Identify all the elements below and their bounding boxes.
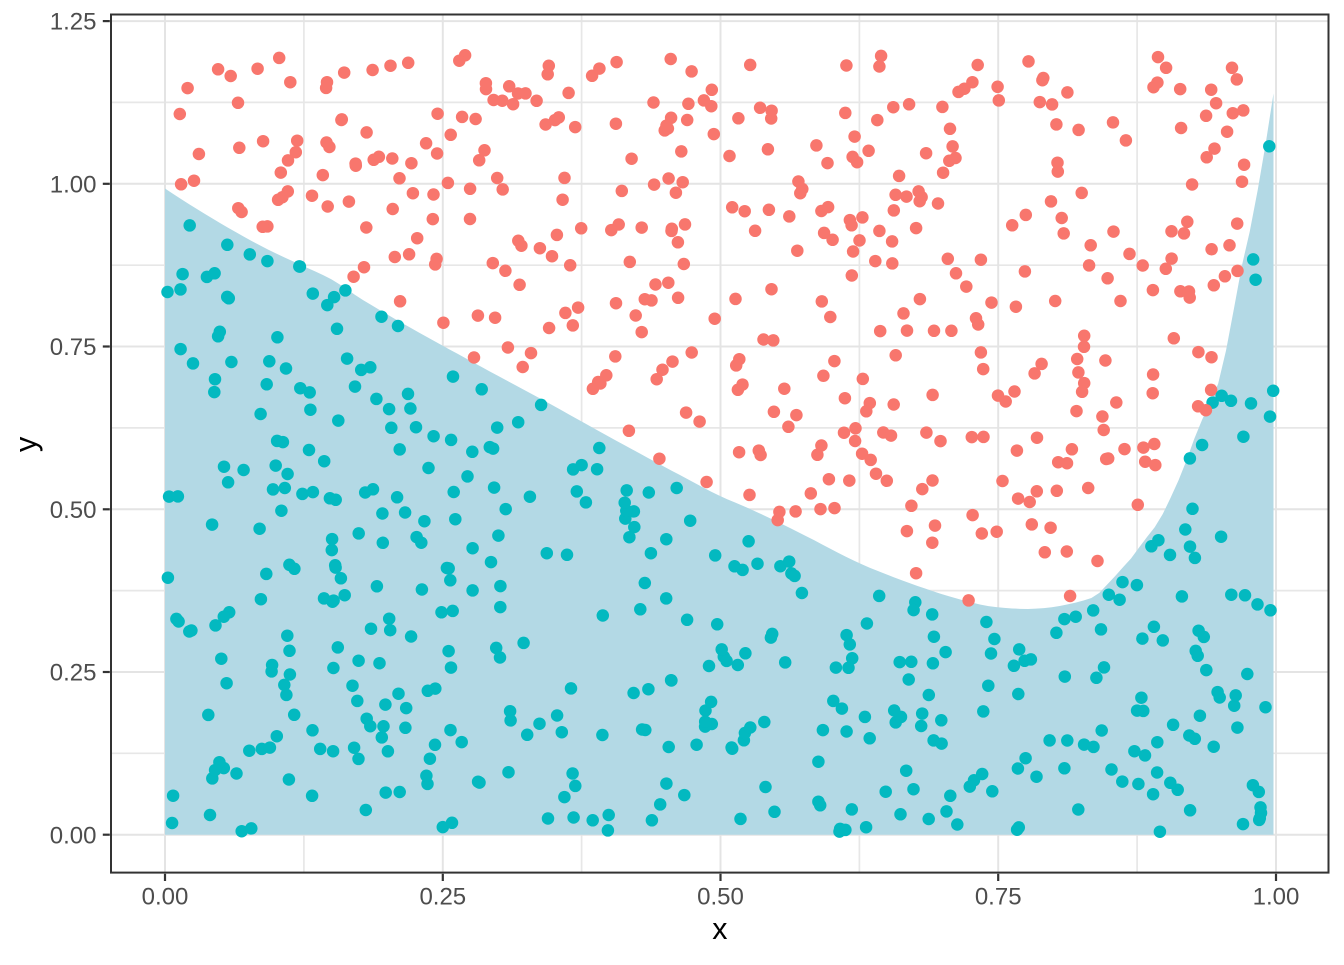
svg-text:1.00: 1.00 <box>1253 884 1300 911</box>
svg-text:0.25: 0.25 <box>419 884 466 911</box>
svg-text:0.00: 0.00 <box>50 822 97 849</box>
svg-text:0.50: 0.50 <box>697 884 744 911</box>
svg-text:0.50: 0.50 <box>50 497 97 524</box>
svg-text:0.00: 0.00 <box>142 884 189 911</box>
svg-text:1.25: 1.25 <box>50 9 97 36</box>
svg-text:0.75: 0.75 <box>975 884 1022 911</box>
svg-text:x: x <box>712 912 727 946</box>
svg-text:y: y <box>8 436 43 452</box>
svg-text:0.75: 0.75 <box>50 334 97 361</box>
svg-text:1.00: 1.00 <box>50 171 97 198</box>
svg-text:0.25: 0.25 <box>50 660 97 687</box>
